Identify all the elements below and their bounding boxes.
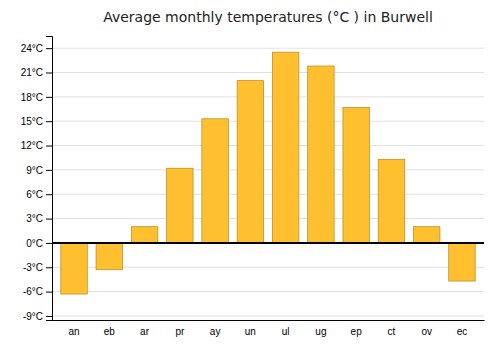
y-tick-mark [46, 121, 52, 122]
y-tick: 15°C [21, 116, 52, 127]
grid-line [52, 121, 484, 122]
x-tick-label: ar [140, 326, 150, 337]
y-axis-line [46, 37, 53, 321]
y-tick-label: -3°C [23, 262, 43, 273]
y-tick-label: 18°C [21, 92, 43, 103]
x-tick: un [245, 326, 256, 337]
y-tick: 6°C [26, 189, 52, 200]
y-tick-label: 12°C [21, 140, 43, 151]
grid-line [52, 72, 484, 73]
x-axis-line [53, 320, 485, 321]
bar [308, 66, 334, 243]
grid-line [52, 145, 484, 146]
y-tick-mark [46, 97, 52, 98]
y-tick-mark [46, 267, 52, 268]
x-tick: ay [210, 326, 221, 337]
y-tick-mark [46, 243, 52, 244]
title: Average monthly temperatures (°C ) in Bu… [103, 9, 433, 25]
x-axis: an eb ar pr ay un ul ug ep ct ov ec [53, 321, 485, 338]
y-tick: 12°C [21, 140, 52, 151]
x-tick: eb [104, 326, 116, 337]
grid-line [52, 291, 484, 292]
y-axis: -9°C -6°C -3°C 0°C 3°C 6°C 9°C 12°C 15°C 18°C 21°C… [21, 37, 53, 322]
bars [52, 52, 484, 294]
grid-line [52, 315, 484, 316]
y-tick-mark [46, 146, 52, 147]
bar [237, 81, 263, 243]
bar [272, 52, 298, 243]
baseline [52, 242, 484, 244]
grid-line [52, 96, 484, 97]
grid-line [52, 194, 484, 195]
x-tick: ep [351, 326, 363, 337]
x-tick-label: ct [388, 326, 396, 337]
grid [52, 48, 484, 316]
y-tick-label: 24°C [21, 43, 43, 54]
y-tick-label: 15°C [21, 116, 43, 127]
x-tick: ct [388, 326, 396, 337]
y-tick-mark [46, 73, 52, 74]
y-tick: -3°C [23, 262, 52, 273]
bar [61, 243, 87, 294]
y-tick: 18°C [21, 92, 52, 103]
y-tick-mark [46, 170, 52, 171]
y-tick-label: 21°C [21, 67, 43, 78]
y-tick-label: -6°C [23, 286, 43, 297]
y-tick-mark [46, 292, 52, 293]
x-tick: ar [140, 326, 150, 337]
bar [378, 159, 404, 243]
x-tick-label: an [68, 326, 79, 337]
y-tick-mark [46, 194, 52, 195]
y-tick-label: -9°C [23, 311, 43, 322]
x-tick-label: ug [315, 326, 326, 337]
y-tick-label: 6°C [26, 189, 43, 200]
x-tick: an [68, 326, 79, 337]
x-tick-label: un [245, 326, 256, 337]
grid-line [52, 242, 484, 243]
y-tick-mark [46, 48, 52, 49]
plot: -9°C -6°C -3°C 0°C 3°C 6°C 9°C 12°C 15°C 18°C 21°C… [21, 37, 485, 338]
y-tick: 3°C [26, 213, 52, 224]
bar [202, 119, 228, 243]
grid-line [52, 169, 484, 170]
bar [343, 107, 369, 243]
x-tick: ug [315, 326, 326, 337]
x-tick-label: ep [351, 326, 363, 337]
y-tick: 24°C [21, 43, 52, 54]
bar [413, 227, 439, 243]
y-tick-label: 0°C [26, 238, 43, 249]
x-tick-label: ul [282, 326, 290, 337]
y-tick: 9°C [26, 165, 52, 176]
x-tick: ec [457, 326, 468, 337]
y-tick: -9°C [23, 311, 52, 322]
bar [96, 243, 122, 270]
y-tick: -6°C [23, 286, 52, 297]
grid-line [52, 48, 484, 49]
x-tick-label: ov [421, 326, 432, 337]
bar [167, 168, 193, 243]
y-tick: 0°C [26, 238, 52, 249]
y-tick: 21°C [21, 67, 52, 78]
y-tick-label: 3°C [26, 213, 43, 224]
x-tick-label: pr [175, 326, 185, 337]
x-tick: pr [175, 326, 185, 337]
chart: -9°C -6°C -3°C 0°C 3°C 6°C 9°C 12°C 15°C 18°C 21°C… [0, 0, 500, 350]
grid-line [52, 218, 484, 219]
bar [131, 227, 157, 243]
y-tick-mark [46, 219, 52, 220]
x-tick: ov [421, 326, 432, 337]
y-tick-mark [46, 316, 52, 317]
x-tick: ul [282, 326, 290, 337]
x-tick-label: ay [210, 326, 221, 337]
y-tick-label: 9°C [26, 165, 43, 176]
bar [449, 243, 475, 281]
x-tick-label: eb [104, 326, 116, 337]
x-tick-label: ec [457, 326, 468, 337]
